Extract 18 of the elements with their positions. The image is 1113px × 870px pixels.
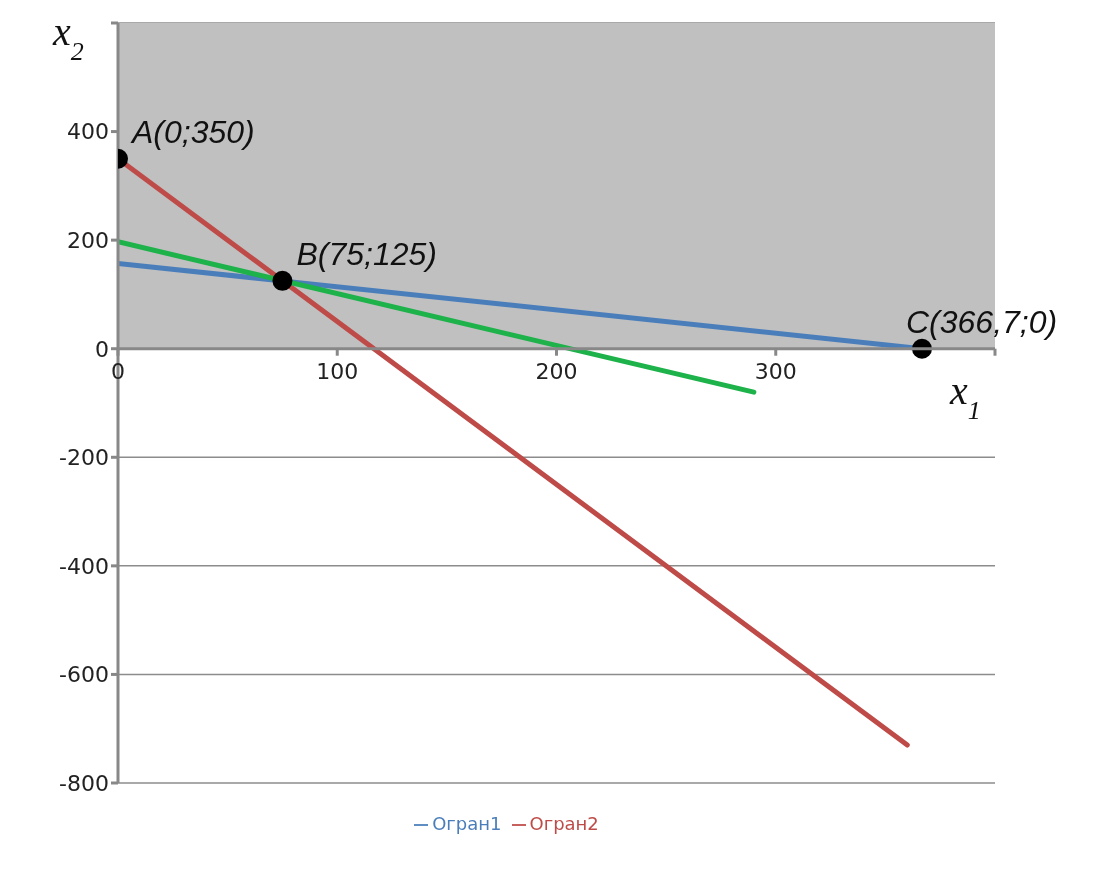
x-tick-label: 200 xyxy=(535,358,578,384)
x-tick-label: 300 xyxy=(754,358,797,384)
annotation: B(75;125) xyxy=(296,235,437,272)
y-axis-title: x$_{2}$ xyxy=(52,9,84,66)
y-tick-label: -800 xyxy=(59,770,109,796)
y-tick-label: 200 xyxy=(67,227,109,253)
y-tick-label: -200 xyxy=(59,445,109,471)
x-tick-label: 0 xyxy=(111,358,125,384)
y-tick-label: 0 xyxy=(95,336,109,362)
x-axis-title: x$_{1}$ xyxy=(949,367,981,425)
annotation: A(0;350) xyxy=(130,113,255,150)
legend-label: Огран2 xyxy=(529,813,599,834)
legend-label: Огран1 xyxy=(432,813,502,834)
annotation: C(366,7;0) xyxy=(905,303,1058,340)
y-tick-label: -600 xyxy=(59,662,109,688)
y-tick-label: -400 xyxy=(59,553,109,579)
y-tick-label: 400 xyxy=(67,119,109,145)
x-tick-label: 100 xyxy=(316,358,359,384)
